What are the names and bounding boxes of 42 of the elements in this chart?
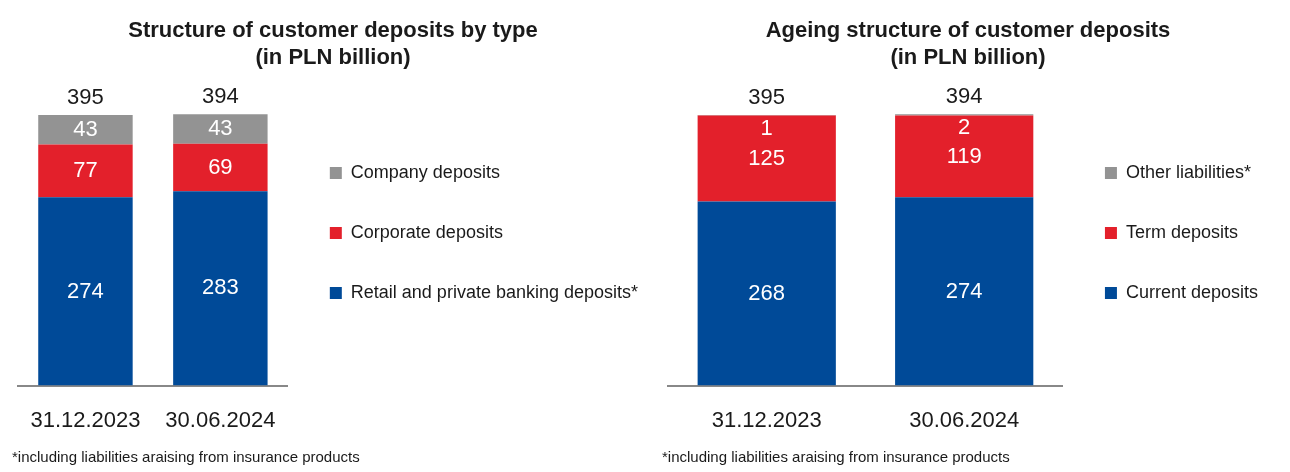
x-tick-label: 31.12.2023 <box>30 406 141 432</box>
bar <box>895 115 1034 198</box>
data-label: 283 <box>202 274 239 300</box>
text: *including liabilities araising from insurance products <box>661 448 1011 465</box>
data-label: 77 <box>73 156 98 182</box>
total-label: 394 <box>202 83 239 109</box>
bar <box>38 197 133 386</box>
x-tick-label: 30.06.2024 <box>909 406 1020 432</box>
bar <box>697 201 836 386</box>
data-label: 1 <box>760 114 773 140</box>
bar <box>173 143 268 192</box>
data-label: 43 <box>73 115 98 141</box>
bar <box>697 115 836 202</box>
data-label: 2 <box>958 114 971 140</box>
text: *including liabilities araising from insurance products <box>11 448 361 465</box>
legend-label: Term deposits <box>1125 221 1238 242</box>
data-label: 125 <box>748 144 786 170</box>
data-label: 69 <box>208 153 233 179</box>
data-label: 119 <box>946 142 982 168</box>
chart-title: Ageing structure of customer deposits <box>765 17 1171 43</box>
bar <box>895 197 1034 386</box>
chart-subtitle: (in PLN billion) <box>890 43 1046 69</box>
bar <box>173 114 268 144</box>
data-label: 274 <box>945 277 983 303</box>
legend-label: Company deposits <box>350 161 500 182</box>
legend-label: Current deposits <box>1125 281 1259 302</box>
data-label: 268 <box>748 279 786 305</box>
total-label: 394 <box>945 83 983 109</box>
bar <box>173 191 268 386</box>
legend-label: Retail and private banking deposits* <box>350 281 638 302</box>
text: Structure of customer deposits by type <box>128 17 538 43</box>
data-label: 274 <box>67 277 104 303</box>
x-tick-label: 30.06.2024 <box>165 406 276 432</box>
total-label: 395 <box>67 83 104 109</box>
legend-label: Other liabilities* <box>1125 161 1251 182</box>
bar <box>38 144 133 198</box>
bar <box>38 114 133 145</box>
legend-label: Corporate deposits <box>350 221 503 242</box>
total-label: 395 <box>748 83 786 109</box>
text: (in PLN billion) <box>255 43 411 69</box>
data-label: 43 <box>208 115 233 141</box>
x-tick-label: 31.12.2023 <box>711 406 822 432</box>
